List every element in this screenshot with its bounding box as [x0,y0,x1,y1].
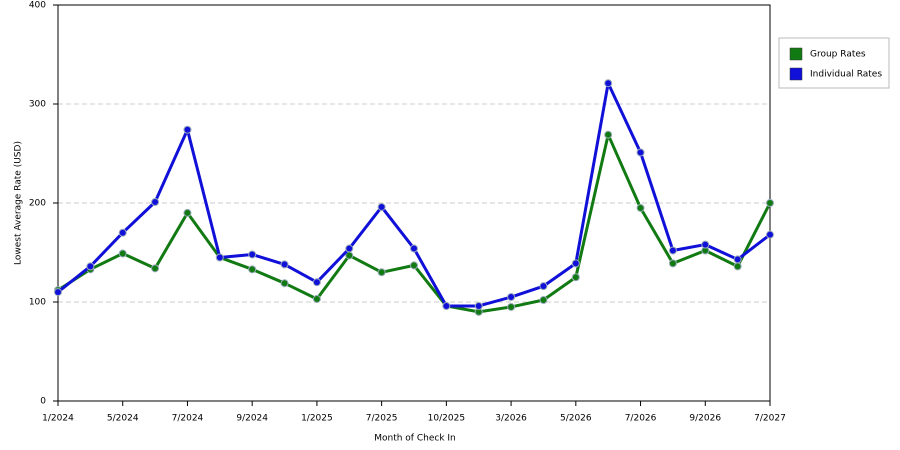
point [312,278,321,287]
x-tick-label: 9/2026 [689,414,721,424]
point [118,228,127,237]
y-tick-label: 300 [29,100,46,110]
x-tick-label: 3/2026 [495,414,527,424]
point [539,282,548,291]
point [766,230,774,239]
point [215,253,224,262]
point [636,203,645,212]
legend-box [778,37,890,89]
point [183,125,192,134]
x-tick-label: 9/2024 [236,414,268,424]
point [54,288,62,297]
y-tick-label: 100 [29,298,46,308]
y-tick-label: 0 [40,397,46,407]
y-axis-label: Lowest Average Rate (USD) [14,141,24,265]
point [668,259,677,268]
y-tick-label: 200 [29,199,46,209]
point [377,202,386,211]
point [507,293,516,302]
y-tick-label: 400 [29,1,46,11]
x-tick-label: 7/2024 [172,414,204,424]
point [571,273,580,282]
x-tick-label: 5/2026 [560,414,592,424]
point [410,261,418,270]
point [507,302,516,311]
point [151,198,160,207]
legend-label: Group Rates [810,50,866,60]
point [183,208,192,217]
x-tick-label: 1/2025 [301,414,333,424]
point [668,246,677,255]
point [701,240,710,249]
x-axis-label: Month of Check In [374,434,456,444]
x-tick-label: 7/2026 [625,414,657,424]
point [733,255,742,264]
x-tick-label: 1/2024 [42,414,74,424]
point [248,265,257,274]
point [766,199,774,207]
point [377,268,386,277]
x-tick-label: 5/2024 [107,414,139,424]
point [539,296,548,305]
point [280,260,289,269]
x-tick-label: 7/2025 [366,414,398,424]
x-tick-label: 10/2025 [428,414,465,424]
legend-label: Individual Rates [810,70,882,80]
point [248,250,257,259]
point [733,262,742,271]
point [345,244,354,253]
point [604,79,613,88]
point [151,264,160,273]
point [118,249,127,258]
x-tick-label: 7/2027 [754,414,786,424]
point [86,262,95,271]
point [604,130,613,139]
point [410,244,418,253]
point [280,279,289,288]
legend-swatch [789,47,803,61]
point [312,295,321,304]
point [442,301,451,310]
point [474,301,483,310]
point [571,259,580,268]
point [636,148,645,157]
legend-swatch [789,67,803,81]
line-series [57,81,771,308]
